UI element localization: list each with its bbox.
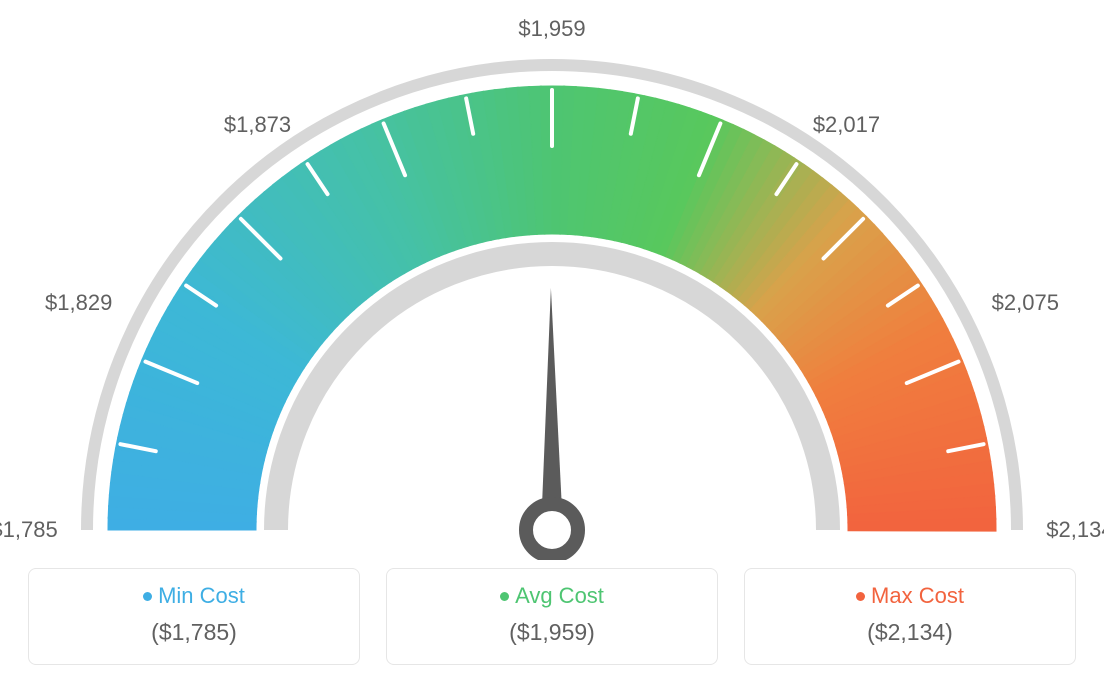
gauge-scale-label: $1,873 <box>224 112 291 138</box>
legend-dot-icon <box>143 592 152 601</box>
legend-row: Min Cost ($1,785) Avg Cost ($1,959) Max Cost… <box>28 568 1076 665</box>
gauge-scale-label: $2,075 <box>992 290 1059 316</box>
legend-value: ($1,959) <box>397 619 707 646</box>
gauge-scale-label: $1,959 <box>518 16 585 42</box>
gauge-scale-label: $2,017 <box>813 112 880 138</box>
gauge-scale-label: $2,134 <box>1046 517 1104 543</box>
legend-title: Avg Cost <box>397 583 707 609</box>
gauge-scale-label: $1,785 <box>0 517 58 543</box>
legend-value: ($1,785) <box>39 619 349 646</box>
legend-card: Avg Cost ($1,959) <box>386 568 718 665</box>
legend-card: Max Cost ($2,134) <box>744 568 1076 665</box>
legend-value: ($2,134) <box>755 619 1065 646</box>
gauge-dial: $1,785$1,829$1,873$1,959$2,017$2,075$2,1… <box>28 20 1076 560</box>
legend-dot-icon <box>500 592 509 601</box>
legend-title: Min Cost <box>39 583 349 609</box>
cost-gauge-chart: $1,785$1,829$1,873$1,959$2,017$2,075$2,1… <box>28 20 1076 665</box>
gauge-scale-label: $1,829 <box>45 290 112 316</box>
legend-dot-icon <box>856 592 865 601</box>
legend-card: Min Cost ($1,785) <box>28 568 360 665</box>
legend-title: Max Cost <box>755 583 1065 609</box>
